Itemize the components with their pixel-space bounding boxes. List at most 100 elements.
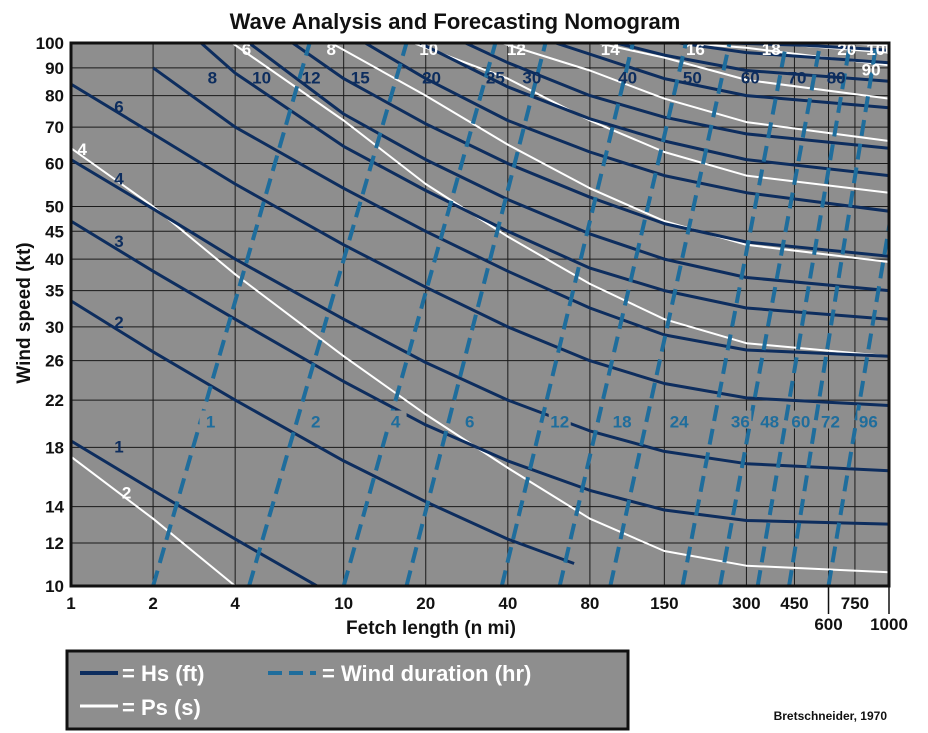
y-tick-7: 35 xyxy=(45,282,64,301)
x-tick-2: 4 xyxy=(230,594,240,613)
duration-label-6: 24 xyxy=(670,413,689,432)
ps-line-5 xyxy=(501,43,889,142)
hs-line-13 xyxy=(615,43,889,83)
duration-label-7: 36 xyxy=(731,413,750,432)
duration-label-bg-6 xyxy=(668,410,691,429)
ps-label-4: 10 xyxy=(419,40,438,59)
hs-label-5: 8 xyxy=(208,69,217,88)
y-tick-15: 100 xyxy=(36,34,64,53)
y-tick-10: 50 xyxy=(45,197,64,216)
duration-line-6 xyxy=(608,43,732,586)
duration-line-0 xyxy=(151,43,312,586)
y-tick-2: 14 xyxy=(45,498,64,517)
plot-frame xyxy=(69,41,891,588)
y-tick-14: 90 xyxy=(45,59,64,78)
ps-label-7: 16 xyxy=(686,40,705,59)
legend-box xyxy=(65,649,630,731)
ps-label-3: 8 xyxy=(326,40,335,59)
hs-line-6 xyxy=(200,43,889,321)
duration-label-2: 4 xyxy=(391,413,401,432)
hs-label-13: 50 xyxy=(683,69,702,88)
x-tick-8: 300 xyxy=(732,594,760,613)
ps-line-0 xyxy=(71,455,236,586)
hs-line-7 xyxy=(248,43,889,293)
ps-series-group xyxy=(71,43,889,586)
x-tick-4: 20 xyxy=(416,594,435,613)
duration-line-3 xyxy=(404,43,548,586)
y-axis-label: Wind speed (kt) xyxy=(14,242,35,383)
duration-label-bg-8 xyxy=(758,410,781,429)
hs-label-15: 70 xyxy=(788,69,807,88)
hs-line-5 xyxy=(152,66,889,358)
x-tick-1: 2 xyxy=(148,594,157,613)
legend: = Hs (ft) = Wind duration (hr) = Ps (s) xyxy=(65,649,630,731)
x-tick-5: 40 xyxy=(498,594,517,613)
ps-label-1: 4 xyxy=(78,140,88,159)
hs-label-2: 3 xyxy=(114,232,123,251)
hs-line-12 xyxy=(555,43,889,110)
duration-line-5 xyxy=(557,43,688,586)
hs-label-7: 12 xyxy=(302,69,321,88)
duration-series-group xyxy=(151,43,889,586)
x-tick-12: 1000 xyxy=(870,615,908,634)
ps-label-8: 18 xyxy=(762,40,781,59)
y-tick-1: 12 xyxy=(45,534,64,553)
y-tick-6: 30 xyxy=(45,318,64,337)
hs-line-14 xyxy=(678,43,889,65)
duration-label-5: 18 xyxy=(613,413,632,432)
x-tick-6: 80 xyxy=(580,594,599,613)
ps-line-1 xyxy=(71,147,889,574)
hs-label-1: 2 xyxy=(114,313,123,332)
duration-label-bg-9 xyxy=(789,410,812,429)
hs-label-16: 80 xyxy=(827,69,846,88)
ps-label-6: 14 xyxy=(601,40,620,59)
y-tick-12: 70 xyxy=(45,118,64,137)
duration-label-10: 72 xyxy=(821,413,840,432)
duration-line-1 xyxy=(247,43,409,586)
hs-line-8 xyxy=(291,43,889,258)
duration-line-10 xyxy=(787,43,879,586)
y-tick-11: 60 xyxy=(45,154,64,173)
duration-label-bg-1 xyxy=(304,410,327,429)
ps-label-0: 2 xyxy=(122,484,131,503)
duration-label-8: 48 xyxy=(760,413,779,432)
duration-line-9 xyxy=(755,43,853,586)
duration-label-bg-2 xyxy=(384,410,407,429)
hs-label-8: 15 xyxy=(351,69,370,88)
credit-text: Bretschneider, 1970 xyxy=(774,709,888,723)
hs-label-12: 40 xyxy=(618,69,637,88)
hs-label-3: 4 xyxy=(114,170,124,189)
hs-label-10: 25 xyxy=(486,69,505,88)
y-tick-3: 18 xyxy=(45,438,64,457)
x-tick-9: 450 xyxy=(780,594,808,613)
x-tick-3: 10 xyxy=(334,594,353,613)
legend-hs-label: = Hs (ft) xyxy=(122,661,205,686)
y-tick-8: 40 xyxy=(45,250,64,269)
x-tick-0: 1 xyxy=(66,594,75,613)
hs-label-6: 10 xyxy=(252,69,271,88)
duration-label-bg-4 xyxy=(548,410,571,429)
duration-label-1: 2 xyxy=(311,413,320,432)
y-tick-5: 26 xyxy=(45,352,64,371)
x-tick-11: 750 xyxy=(841,594,869,613)
duration-label-3: 6 xyxy=(465,413,474,432)
y-tick-labels: 10 12 14 18 22 26 30 35 40 45 50 60 70 80 90 100 xyxy=(36,34,65,596)
x-axis-label: Fetch length (n mi) xyxy=(346,618,516,639)
ps-label-9: 20 xyxy=(837,40,856,59)
hs-line-1 xyxy=(71,299,575,565)
duration-label-bg-7 xyxy=(729,410,752,429)
hs-line-9 xyxy=(364,43,889,213)
hs-label-9: 20 xyxy=(422,69,441,88)
hs-label-0: 1 xyxy=(114,437,123,456)
duration-label-bg-10 xyxy=(819,410,842,429)
chart-title: Wave Analysis and Forecasting Nomogram xyxy=(230,9,681,34)
duration-line-11 xyxy=(826,215,889,586)
legend-ps-label: = Ps (s) xyxy=(122,695,201,720)
hs-label-11: 30 xyxy=(522,69,541,88)
hs-line-2 xyxy=(71,219,889,526)
y-tick-13: 80 xyxy=(45,87,64,106)
duration-line-4 xyxy=(499,43,635,586)
